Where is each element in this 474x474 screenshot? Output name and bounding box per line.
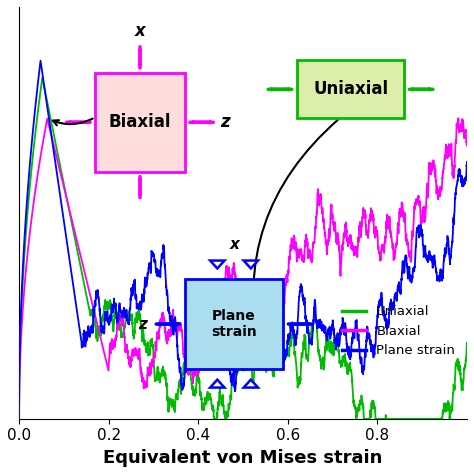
- FancyBboxPatch shape: [185, 279, 283, 369]
- FancyBboxPatch shape: [95, 73, 185, 172]
- Text: Biaxial: Biaxial: [109, 113, 171, 131]
- Polygon shape: [210, 261, 225, 268]
- Text: Uniaxial: Uniaxial: [313, 80, 388, 98]
- Legend: Uniaxial, Biaxial, Plane strain: Uniaxial, Biaxial, Plane strain: [337, 300, 460, 363]
- Polygon shape: [244, 261, 258, 268]
- Polygon shape: [244, 380, 258, 388]
- Text: Plane
strain: Plane strain: [211, 309, 257, 339]
- FancyBboxPatch shape: [297, 61, 404, 118]
- Text: x: x: [135, 22, 146, 40]
- X-axis label: Equivalent von Mises strain: Equivalent von Mises strain: [103, 449, 383, 467]
- Text: z: z: [220, 113, 230, 131]
- Text: x: x: [229, 237, 239, 252]
- Polygon shape: [210, 380, 225, 388]
- Text: z: z: [138, 317, 146, 331]
